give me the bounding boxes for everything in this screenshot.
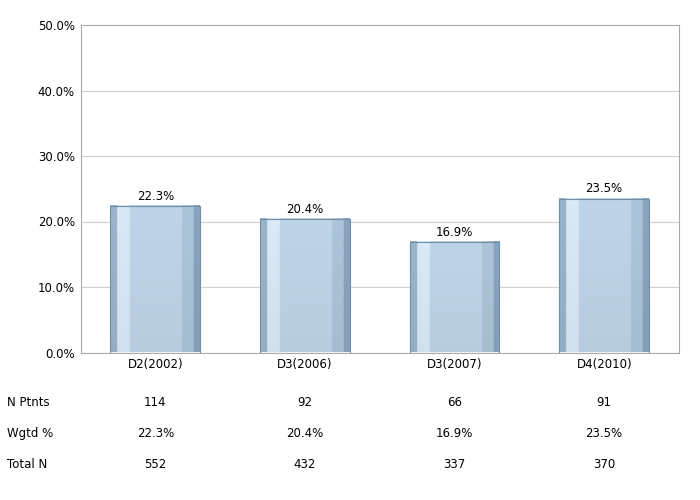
Text: 92: 92 xyxy=(298,396,312,409)
Text: 552: 552 xyxy=(144,458,167,471)
Text: 337: 337 xyxy=(443,458,466,471)
Text: 16.9%: 16.9% xyxy=(436,226,473,238)
Text: 20.4%: 20.4% xyxy=(286,427,323,440)
Text: 66: 66 xyxy=(447,396,462,409)
Text: 370: 370 xyxy=(593,458,615,471)
Text: Wgtd %: Wgtd % xyxy=(7,427,53,440)
Text: 16.9%: 16.9% xyxy=(436,427,473,440)
Text: 23.5%: 23.5% xyxy=(586,182,623,196)
Text: 22.3%: 22.3% xyxy=(136,427,174,440)
Bar xyxy=(260,219,350,352)
Bar xyxy=(559,198,649,352)
Bar xyxy=(410,242,499,352)
Text: Total N: Total N xyxy=(7,458,48,471)
Text: N Ptnts: N Ptnts xyxy=(7,396,50,409)
Text: 114: 114 xyxy=(144,396,167,409)
Text: 20.4%: 20.4% xyxy=(286,202,323,215)
Text: 91: 91 xyxy=(596,396,612,409)
Text: 432: 432 xyxy=(294,458,316,471)
Bar xyxy=(111,206,200,352)
Text: 23.5%: 23.5% xyxy=(586,427,623,440)
Text: 22.3%: 22.3% xyxy=(136,190,174,203)
